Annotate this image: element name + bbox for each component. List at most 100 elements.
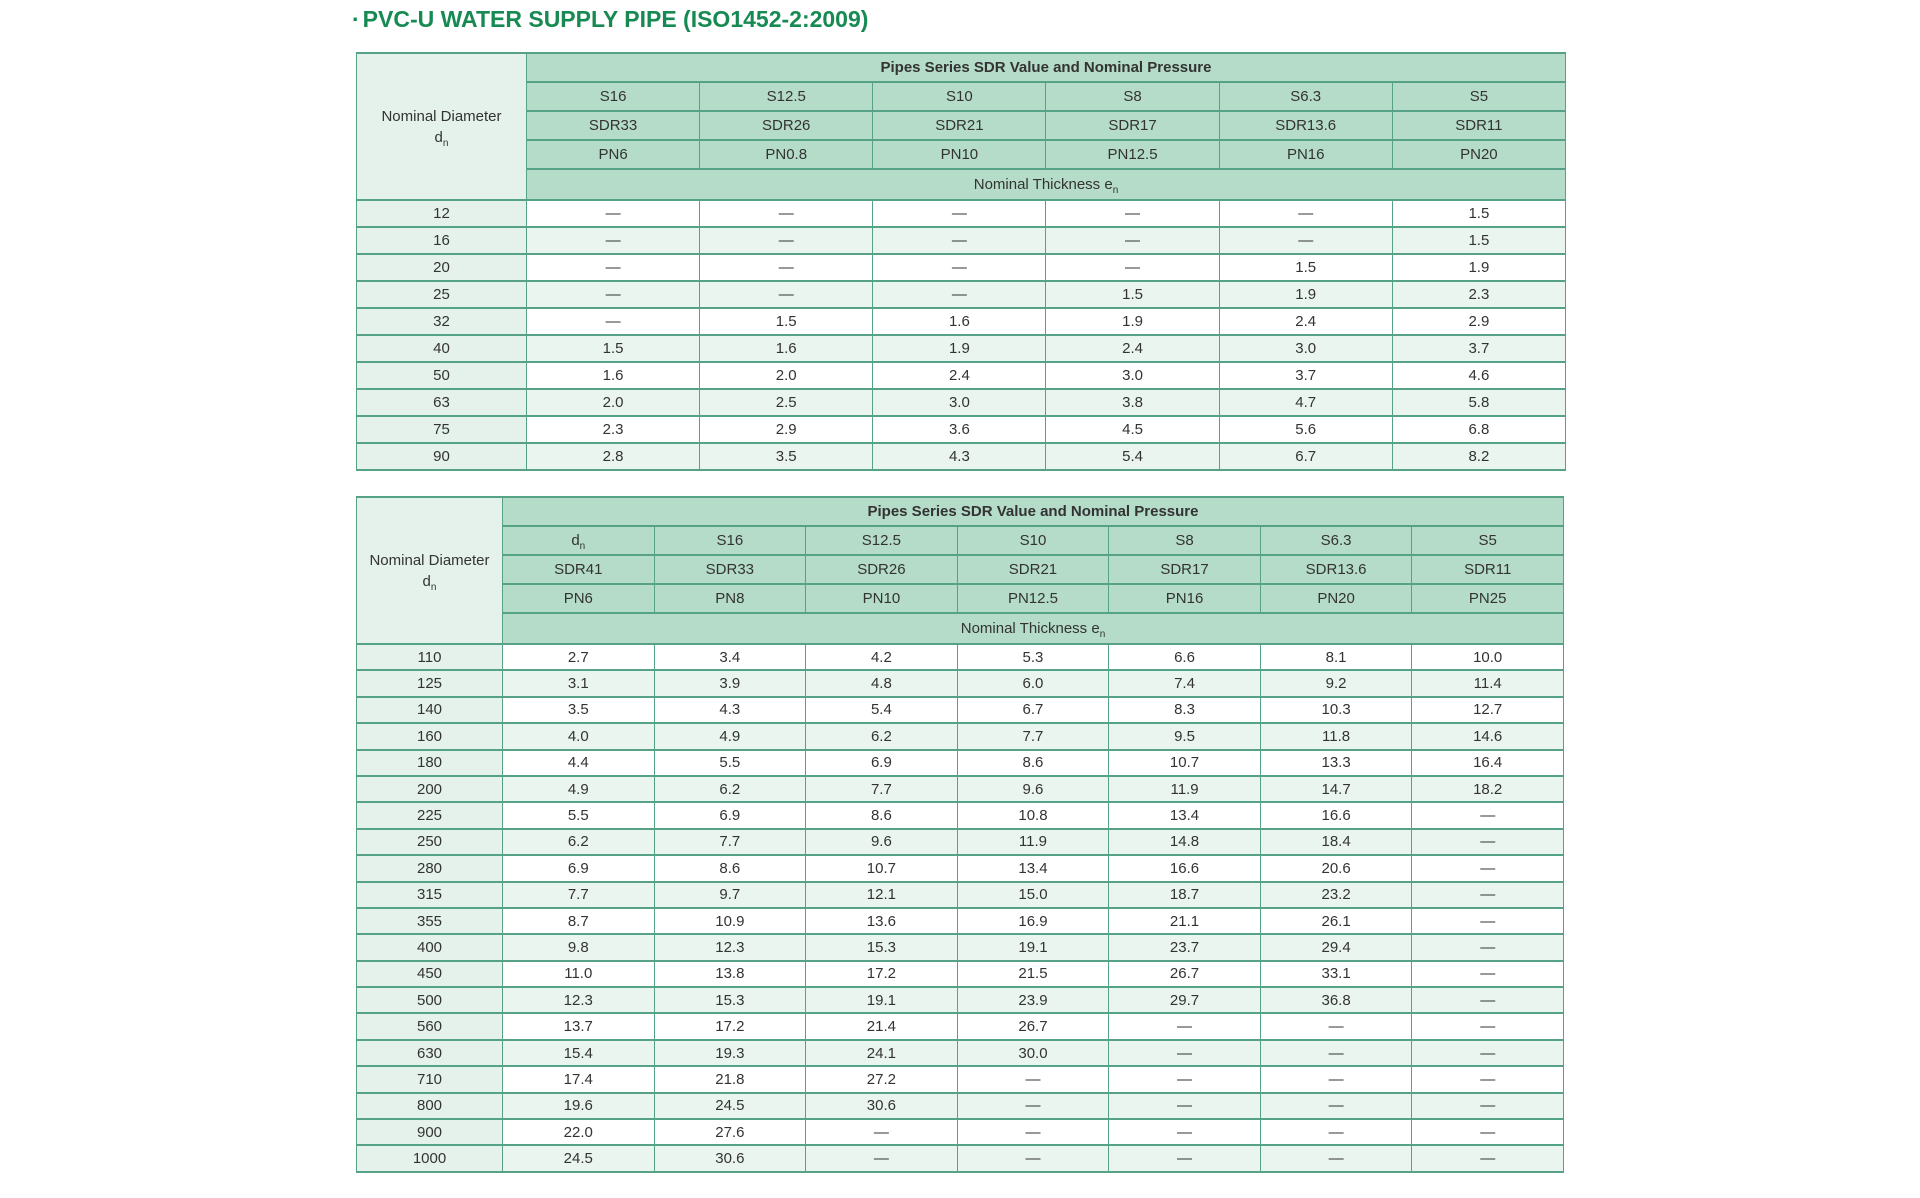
table-row: 500 12.3 15.3 19.1 23.9 29.7 36.8— — [356, 986, 1564, 1015]
thickness-cell: 14.6 — [1411, 722, 1564, 751]
thickness-cell: 4.3 — [872, 442, 1047, 471]
header-cell: PN10 — [805, 583, 958, 614]
table-row: 800 19.6 24.5 30.6— — — — — [356, 1091, 1564, 1121]
thickness-cell: 21.5 — [956, 959, 1110, 989]
diameter-cell: 400 — [356, 933, 503, 962]
header-cell: SDR11 — [1411, 554, 1564, 585]
thickness-cell: — — [1108, 1144, 1261, 1173]
thickness-cell: 1.9 — [1218, 280, 1393, 309]
header-cell: PN10 — [872, 139, 1047, 170]
header-cell: S8 — [1045, 81, 1220, 112]
table-body: 12— — — — —1.5 16— — — — —1.5 20— — — —1.5 1.9 25— — —1.5… — [356, 199, 1567, 471]
thickness-cell: 13.8 — [653, 959, 807, 989]
thickness-cell: 5.8 — [1391, 388, 1567, 417]
diameter-cell: 315 — [356, 880, 503, 909]
thickness-cell: 1.5 — [1045, 280, 1220, 309]
thickness-cell: 21.4 — [805, 1012, 958, 1041]
thickness-cell: — — [956, 1091, 1110, 1121]
table-span-title: Pipes Series SDR Value and Nominal Press… — [502, 496, 1564, 527]
header-cell: SDR33 — [525, 110, 701, 141]
thickness-cell: — — [699, 199, 874, 228]
thickness-cell: 23.2 — [1259, 880, 1413, 909]
header-cell: SDR26 — [699, 110, 874, 141]
table-row: 355 8.7 10.9 13.6 16.9 21.1 26.1— — [356, 906, 1564, 936]
thickness-cell: 3.5 — [699, 442, 874, 471]
thickness-cell: 3.0 — [872, 388, 1047, 417]
table-header: Nominal Diameter dn Pipes Series SDR Val… — [356, 52, 1567, 201]
thickness-cell: 3.9 — [653, 669, 807, 698]
header-cell: S5 — [1391, 81, 1567, 112]
header-cell: PN8 — [653, 583, 807, 614]
thickness-cell: 5.3 — [956, 642, 1110, 672]
diameter-cell: 160 — [356, 722, 503, 751]
thickness-cell: 11.0 — [502, 959, 655, 989]
header-cell: SDR33 — [653, 554, 807, 585]
thickness-cell: 4.0 — [502, 722, 655, 751]
table-body: 110 2.7 3.4 4.2 5.3 6.6 8.1 10.0 125 3.1 3.9 4.8 6.0… — [356, 642, 1564, 1173]
table-row: 1000 24.5 30.6— — — — — — [356, 1144, 1564, 1173]
thickness-cell: 27.2 — [805, 1065, 958, 1094]
diameter-cell: 900 — [356, 1118, 503, 1147]
thickness-cell: 1.5 — [1391, 226, 1567, 255]
table-row: 630 15.4 19.3 24.1 30.0— — — — [356, 1038, 1564, 1068]
header-cell: S16 — [653, 525, 807, 556]
thickness-cell: 6.7 — [1218, 442, 1393, 471]
table-row: 125 3.1 3.9 4.8 6.0 7.4 9.2 11.4 — [356, 669, 1564, 698]
table-row: 400 9.8 12.3 15.3 19.1 23.7 29.4— — [356, 933, 1564, 962]
page-title: · PVC-U WATER SUPPLY PIPE (ISO1452-2:2009… — [352, 6, 868, 33]
diameter-cell: 280 — [356, 854, 503, 883]
thickness-cell: 5.6 — [1218, 415, 1393, 444]
header-title-row: Nominal Diameter dn Pipes Series SDR Val… — [356, 52, 1566, 201]
thickness-cell: 29.7 — [1108, 986, 1261, 1015]
thickness-cell: 30.6 — [805, 1091, 958, 1121]
thickness-cell: — — [1411, 854, 1564, 883]
table-row: 40 1.5 1.6 1.9 2.4 3.0 3.7 — [356, 334, 1567, 363]
nominal-diameter-label: Nominal Diameter — [369, 551, 490, 569]
diameter-cell: 63 — [356, 388, 527, 417]
thickness-cell: 7.7 — [805, 774, 958, 804]
thickness-cell: — — [1259, 1038, 1413, 1068]
thickness-cell: 8.2 — [1391, 442, 1567, 471]
thickness-cell: 17.2 — [805, 959, 958, 989]
thickness-cell: — — [872, 199, 1047, 228]
header-cell: PN6 — [502, 583, 655, 614]
thickness-cell: 9.7 — [653, 880, 807, 909]
thickness-cell: 15.4 — [502, 1038, 655, 1068]
thickness-cell: — — [1108, 1091, 1261, 1121]
nominal-thickness-header: Nominal Thickness en — [502, 612, 1564, 645]
thickness-cell: — — [1259, 1065, 1413, 1094]
thickness-cell: 8.3 — [1108, 695, 1261, 725]
header-cell: PN6 — [525, 139, 701, 170]
thickness-cell: 1.9 — [872, 334, 1047, 363]
pn-row: PN6 PN8 PN10 PN12.5 PN16 PN20 PN25 — [357, 583, 1564, 614]
thickness-cell: 1.5 — [525, 334, 701, 363]
table-row: 560 13.7 17.2 21.4 26.7— — — — [356, 1012, 1564, 1041]
diameter-cell: 180 — [356, 748, 503, 777]
thickness-cell: 5.4 — [1045, 442, 1220, 471]
thickness-cell: 6.2 — [653, 774, 807, 804]
header-cell: S12.5 — [805, 525, 958, 556]
thickness-cell: — — [699, 226, 874, 255]
thickness-cell: 3.6 — [872, 415, 1047, 444]
thickness-cell: 16.4 — [1411, 748, 1564, 777]
thickness-cell: 6.2 — [502, 827, 655, 857]
header-cell: SDR17 — [1108, 554, 1261, 585]
thickness-cell: — — [1411, 801, 1564, 830]
thickness-cell: — — [1411, 1144, 1564, 1173]
thickness-cell: 12.1 — [805, 880, 958, 909]
thickness-cell: — — [699, 253, 874, 282]
thickness-cell: 14.7 — [1259, 774, 1413, 804]
thickness-cell: 4.9 — [502, 774, 655, 804]
thickness-cell: 9.2 — [1259, 669, 1413, 698]
thickness-cell: 4.8 — [805, 669, 958, 698]
header-cell: PN16 — [1108, 583, 1261, 614]
thickness-cell: 23.7 — [1108, 933, 1261, 962]
thickness-cell: — — [1218, 226, 1393, 255]
thickness-cell: 9.6 — [956, 774, 1110, 804]
thickness-cell: — — [1259, 1091, 1413, 1121]
header-cell: SDR11 — [1391, 110, 1567, 141]
diameter-cell: 110 — [356, 642, 503, 672]
thickness-cell: 12.3 — [653, 933, 807, 962]
thickness-cell: — — [956, 1118, 1110, 1147]
